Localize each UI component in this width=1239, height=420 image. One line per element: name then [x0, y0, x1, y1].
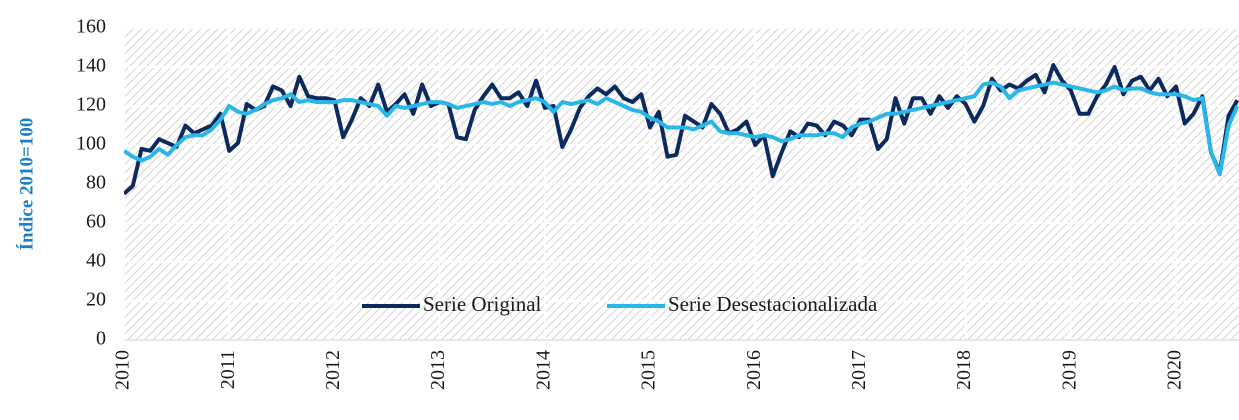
labels: 0 20 40 60 80 100 120 140 160 2010 2011 2012 2013 201… [76, 16, 1186, 390]
x-tick-label: 2010 [112, 350, 134, 390]
x-tick-label: 2012 [322, 350, 344, 390]
y-tick-label: 40 [86, 250, 106, 272]
x-tick-label: 2019 [1058, 350, 1080, 390]
legend-label: Serie Original [423, 292, 542, 316]
grid [123, 27, 1239, 341]
x-tick-label: 2018 [953, 350, 975, 390]
y-tick-label: 0 [96, 328, 106, 350]
x-tick-label: 2013 [427, 350, 449, 390]
series-line [124, 80, 1239, 177]
y-tick-label: 100 [76, 133, 106, 155]
y-tick-label: 120 [76, 94, 106, 116]
y-axis-title: Índice 2010=100 [15, 118, 37, 251]
legend-label: Serie Desestacionalizada [668, 292, 878, 316]
x-tick-label: 2017 [848, 350, 870, 390]
y-tick-label: 140 [76, 55, 106, 77]
y-tick-label: 60 [86, 211, 106, 233]
y-tick-label: 20 [86, 289, 106, 311]
x-tick-label: 2016 [743, 350, 765, 390]
series-line [124, 63, 1239, 196]
lines [124, 63, 1239, 196]
x-tick-label: 2020 [1164, 350, 1186, 390]
x-tick-label: 2014 [532, 350, 554, 390]
y-tick-label: 160 [76, 16, 106, 38]
y-tick-label: 80 [86, 172, 106, 194]
x-tick-label: 2015 [638, 350, 660, 390]
x-tick-label: 2011 [217, 350, 239, 389]
